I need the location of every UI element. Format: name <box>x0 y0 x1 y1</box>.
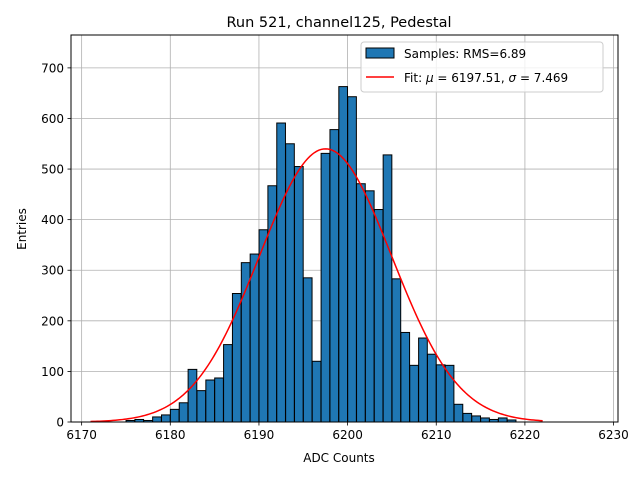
histogram-bar <box>400 331 411 423</box>
x-tick-label: 6210 <box>421 428 452 442</box>
histogram-bar <box>302 277 313 423</box>
histogram-bars <box>125 86 517 423</box>
histogram-bar <box>426 353 437 423</box>
histogram-bar <box>178 402 189 423</box>
x-axis-ticks: 6170 6180 6190 6200 6210 6220 6230 <box>66 422 629 442</box>
histogram-bar <box>435 364 446 423</box>
histogram-bar <box>249 253 260 423</box>
legend-samples-swatch <box>365 47 395 59</box>
y-tick-label: 700 <box>41 61 64 75</box>
histogram-bar <box>453 403 464 423</box>
legend-fit-label: Fit: μ = 6197.51, σ = 7.469 <box>404 71 568 85</box>
histogram-bar <box>382 154 393 423</box>
y-tick-label: 300 <box>41 264 64 278</box>
x-tick-label: 6180 <box>155 428 186 442</box>
histogram-bar <box>214 377 224 423</box>
histogram-bar <box>409 364 419 423</box>
plot-frame <box>70 34 619 423</box>
histogram-bar <box>293 166 304 423</box>
histogram-bar <box>356 183 366 423</box>
histogram-bar <box>196 390 207 423</box>
x-tick-label: 6230 <box>598 428 629 442</box>
legend: Samples: RMS=6.89 Fit: μ = 6197.51, σ = … <box>360 41 604 93</box>
chart-title: Run 521, channel125, Pedestal <box>226 15 451 31</box>
gaussian-fit-line <box>90 148 543 423</box>
x-axis-label: ADC Counts <box>303 451 375 465</box>
histogram-bar <box>152 416 162 423</box>
histogram-bar <box>471 415 481 423</box>
legend-samples-label: Samples: RMS=6.89 <box>404 47 526 61</box>
histogram-bar <box>364 190 375 423</box>
y-axis-ticks: 0 100 200 300 400 500 600 700 <box>41 61 71 430</box>
histogram-bar <box>205 379 216 423</box>
histogram-bar <box>187 368 198 423</box>
histogram-bar <box>240 262 251 423</box>
histogram-bar <box>329 129 340 423</box>
y-tick-label: 0 <box>56 416 64 430</box>
histogram-bar <box>258 229 269 423</box>
y-tick-label: 600 <box>41 112 64 126</box>
histogram-bar <box>223 344 233 423</box>
x-tick-label: 6220 <box>510 428 541 442</box>
y-tick-label: 500 <box>41 163 64 177</box>
legend-box <box>360 41 604 93</box>
x-tick-label: 6170 <box>66 428 97 442</box>
y-axis-label: Entries <box>15 208 29 250</box>
x-tick-label: 6200 <box>332 428 363 442</box>
histogram-bar <box>311 360 322 423</box>
histogram-bar <box>497 417 508 423</box>
histogram-bar <box>169 408 180 423</box>
histogram-bar <box>462 412 473 423</box>
histogram-bar <box>391 278 402 423</box>
histogram-bar <box>276 122 286 423</box>
histogram-bar <box>161 414 171 423</box>
histogram-bar <box>347 96 357 423</box>
y-tick-label: 400 <box>41 213 64 227</box>
histogram-bar <box>231 293 242 423</box>
histogram-bar <box>480 417 490 423</box>
histogram-bar <box>418 337 428 423</box>
histogram-bar <box>267 185 278 423</box>
histogram-bar <box>373 209 384 423</box>
y-tick-label: 200 <box>41 314 64 328</box>
y-tick-label: 100 <box>41 365 64 379</box>
histogram-bar <box>338 86 349 423</box>
x-tick-label: 6190 <box>244 428 275 442</box>
histogram-bar <box>320 152 331 423</box>
